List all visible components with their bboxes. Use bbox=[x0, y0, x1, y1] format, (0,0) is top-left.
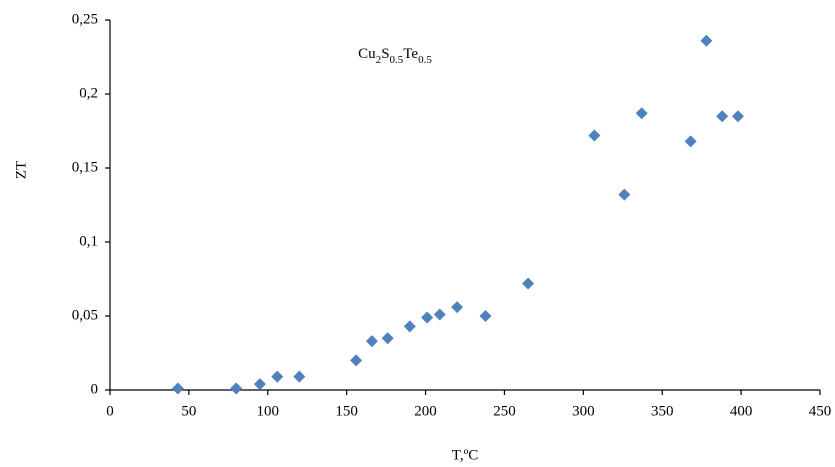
x-tick-label: 250 bbox=[493, 403, 516, 419]
x-tick-label: 150 bbox=[335, 403, 358, 419]
y-tick-label: 0,25 bbox=[72, 11, 98, 27]
x-tick-label: 100 bbox=[257, 403, 280, 419]
x-tick-label: 0 bbox=[106, 403, 114, 419]
data-point bbox=[731, 110, 744, 123]
x-tick-label: 400 bbox=[730, 403, 753, 419]
data-point bbox=[433, 308, 446, 321]
data-point bbox=[293, 370, 306, 383]
x-tick-label: 300 bbox=[572, 403, 595, 419]
annotation-subscript: 0.5 bbox=[390, 54, 404, 66]
annotation-text: Cu bbox=[358, 46, 376, 62]
data-point bbox=[350, 354, 363, 367]
data-point bbox=[403, 320, 416, 333]
data-point bbox=[381, 332, 394, 345]
data-point bbox=[588, 129, 601, 142]
data-point bbox=[230, 382, 243, 395]
data-point bbox=[253, 378, 266, 391]
y-tick-label: 0 bbox=[91, 381, 99, 397]
x-tick-label: 350 bbox=[651, 403, 674, 419]
data-point bbox=[365, 335, 378, 348]
data-point bbox=[522, 277, 535, 290]
annotation-text: Te bbox=[403, 46, 418, 62]
annotation: Cu2S0.5Te0.5 bbox=[358, 46, 432, 65]
y-tick-label: 0,2 bbox=[79, 85, 98, 101]
data-point bbox=[421, 311, 434, 324]
x-tick-label: 50 bbox=[181, 403, 196, 419]
y-axis-label: ZT bbox=[13, 161, 29, 179]
y-tick-label: 0,1 bbox=[79, 233, 98, 249]
y-tick-label: 0,15 bbox=[72, 159, 98, 175]
data-point bbox=[684, 135, 697, 148]
x-tick-label: 200 bbox=[414, 403, 437, 419]
data-point bbox=[716, 110, 729, 123]
data-point bbox=[700, 34, 713, 47]
annotation-subscript: 2 bbox=[376, 54, 382, 66]
data-point bbox=[271, 370, 284, 383]
x-axis-label: T,ºC bbox=[452, 447, 478, 463]
y-tick-label: 0,05 bbox=[72, 307, 98, 323]
data-point bbox=[479, 310, 492, 322]
data-point bbox=[618, 188, 631, 201]
data-point bbox=[451, 301, 464, 314]
data-point bbox=[635, 107, 648, 120]
annotation-text: S bbox=[381, 46, 389, 62]
annotation-subscript: 0.5 bbox=[418, 54, 432, 66]
x-tick-label: 450 bbox=[809, 403, 832, 419]
data-point bbox=[171, 382, 184, 395]
